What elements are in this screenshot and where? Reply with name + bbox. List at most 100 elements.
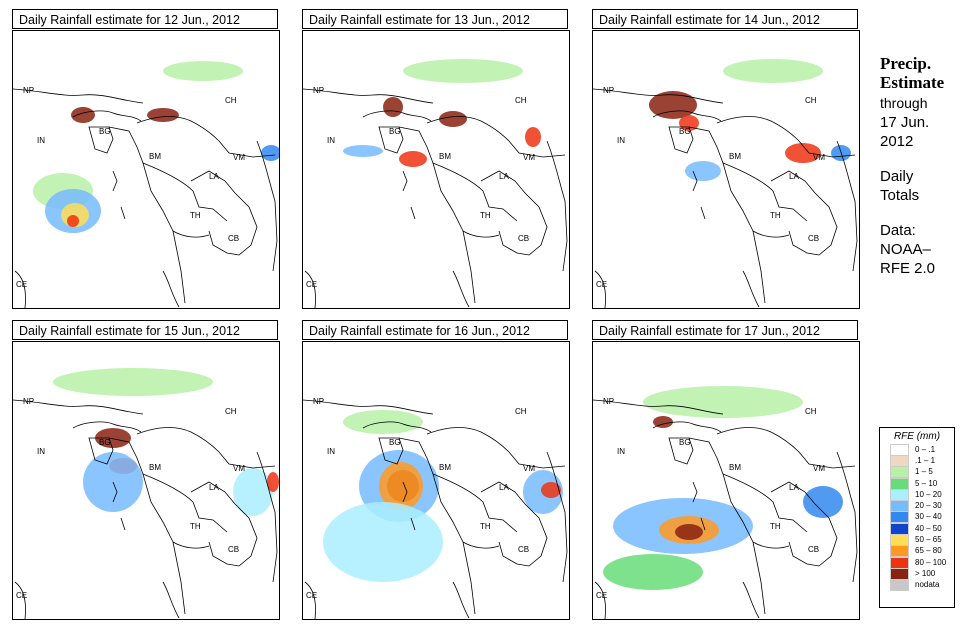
- caption-data-3: RFE 2.0: [880, 260, 936, 277]
- country-border: [432, 162, 518, 222]
- country-border: [108, 126, 186, 304]
- country-border: [798, 451, 856, 469]
- country-label-bm: BM: [729, 463, 741, 472]
- country-label-th: TH: [190, 211, 201, 220]
- country-border: [770, 481, 838, 567]
- panel-title: Daily Rainfall estimate for 13 Jun., 201…: [302, 9, 568, 29]
- country-label-la: LA: [209, 172, 219, 181]
- country-border: [452, 581, 470, 619]
- country-label-ce: CE: [596, 591, 607, 600]
- rainfall-area: [67, 215, 79, 227]
- country-border: [218, 451, 276, 469]
- legend-item: 50 – 65: [880, 534, 954, 547]
- legend-swatch: [890, 511, 909, 524]
- country-label-np: NP: [603, 86, 614, 95]
- rainfall-area: [343, 145, 383, 157]
- country-label-th: TH: [480, 522, 491, 531]
- country-label-in: IN: [617, 447, 625, 456]
- country-border: [256, 140, 278, 272]
- rainfall-area: [643, 386, 803, 418]
- legend-swatch: [890, 522, 909, 535]
- legend-label: nodata: [915, 580, 940, 590]
- legend-swatch: [890, 556, 909, 569]
- rainfall-panel: Daily Rainfall estimate for 13 Jun., 201…: [302, 9, 570, 309]
- rainfall-area: [803, 486, 843, 518]
- country-label-in: IN: [327, 136, 335, 145]
- rainfall-area: [603, 554, 703, 590]
- rainfall-area: [95, 428, 131, 448]
- legend-swatch: [890, 579, 909, 592]
- country-label-cb: CB: [808, 234, 819, 243]
- country-label-ch: CH: [225, 407, 237, 416]
- caption-heading-2: Estimate: [880, 73, 945, 92]
- legend-label: 40 – 50: [915, 523, 942, 533]
- country-label-np: NP: [313, 86, 324, 95]
- country-border: [836, 140, 858, 272]
- country-label-vm: VM: [813, 153, 825, 162]
- caption-daily-2: Totals: [880, 187, 920, 204]
- country-border: [652, 421, 722, 433]
- country-border: [836, 451, 858, 583]
- country-label-np: NP: [23, 86, 34, 95]
- legend-swatch: [890, 443, 909, 456]
- country-border: [722, 162, 808, 222]
- rainfall-area: [383, 97, 403, 117]
- rainfall-area: [723, 59, 823, 83]
- country-label-in: IN: [327, 447, 335, 456]
- rainfall-area: [323, 502, 443, 582]
- legend-item: 80 – 100: [880, 556, 954, 569]
- country-label-cb: CB: [228, 545, 239, 554]
- legend-label: 65 – 80: [915, 546, 942, 556]
- country-border: [716, 116, 800, 142]
- country-border: [594, 581, 606, 619]
- rainfall-area: [399, 151, 427, 167]
- country-border: [426, 116, 510, 142]
- country-border: [508, 451, 566, 469]
- rainfall-area: [163, 61, 243, 81]
- rainfall-area: [233, 468, 273, 516]
- country-border: [432, 473, 518, 533]
- country-border: [593, 399, 724, 415]
- rainfall-area: [541, 482, 561, 498]
- legend-label: 20 – 30: [915, 501, 942, 511]
- country-label-cb: CB: [228, 234, 239, 243]
- country-border: [668, 437, 694, 465]
- country-border: [546, 140, 568, 272]
- rainfall-area: [649, 91, 697, 119]
- rainfall-panel: Daily Rainfall estimate for 14 Jun., 201…: [592, 9, 860, 309]
- side-caption: Precip. Estimate through 17 Jun. 2012 Da…: [880, 54, 965, 278]
- country-label-th: TH: [770, 211, 781, 220]
- rainfall-panel: Daily Rainfall estimate for 17 Jun., 201…: [592, 320, 860, 620]
- legend-label: 0 – .1: [915, 444, 936, 454]
- legend-item: 20 – 30: [880, 500, 954, 513]
- country-border: [72, 110, 142, 122]
- country-label-cb: CB: [808, 545, 819, 554]
- country-label-bg: BG: [99, 127, 111, 136]
- country-border: [452, 270, 470, 308]
- country-border: [770, 170, 838, 256]
- country-border: [688, 126, 766, 304]
- country-border: [14, 581, 26, 619]
- country-label-bg: BG: [389, 438, 401, 447]
- caption-date-2: 2012: [880, 133, 914, 150]
- country-border: [716, 427, 800, 453]
- country-border: [688, 437, 766, 615]
- legend-item: 30 – 40: [880, 511, 954, 524]
- country-border: [136, 116, 220, 142]
- legend-label: 50 – 65: [915, 535, 942, 545]
- legend-item: 40 – 50: [880, 522, 954, 535]
- country-label-in: IN: [617, 136, 625, 145]
- country-label-np: NP: [603, 397, 614, 406]
- country-label-ch: CH: [805, 407, 817, 416]
- rainfall-area: [71, 107, 95, 123]
- country-border: [88, 126, 114, 154]
- legend-swatch: [890, 477, 909, 490]
- country-border: [218, 140, 276, 158]
- country-label-ce: CE: [306, 280, 317, 289]
- country-border: [462, 541, 500, 549]
- country-border: [462, 230, 500, 238]
- rainfall-area: [403, 59, 523, 83]
- caption-data-2: NOAA–: [880, 241, 931, 258]
- country-border: [594, 270, 606, 308]
